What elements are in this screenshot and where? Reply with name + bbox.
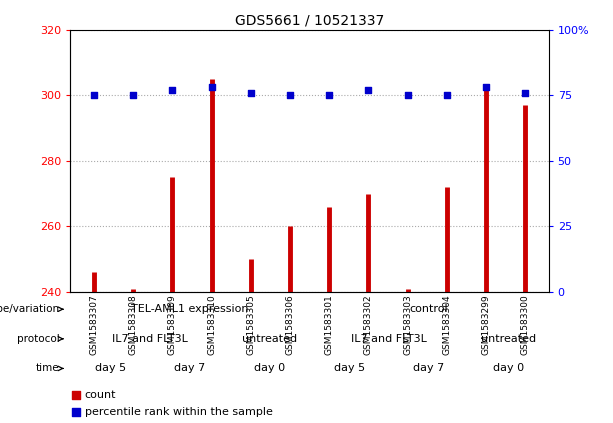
- Point: [285, 92, 295, 99]
- Point: [403, 92, 413, 99]
- Point: [207, 84, 216, 91]
- Text: day 5: day 5: [334, 363, 365, 374]
- Point: [71, 392, 81, 398]
- Text: IL7 and FLT3L: IL7 and FLT3L: [112, 334, 188, 344]
- Text: day 0: day 0: [493, 363, 524, 374]
- Point: [246, 89, 256, 96]
- Text: untreated: untreated: [242, 334, 297, 344]
- Text: control: control: [409, 304, 449, 314]
- Text: TEL-AML1 expression: TEL-AML1 expression: [131, 304, 249, 314]
- Point: [89, 92, 99, 99]
- Point: [128, 92, 138, 99]
- Point: [167, 87, 177, 93]
- Point: [442, 92, 452, 99]
- Text: day 7: day 7: [414, 363, 444, 374]
- Text: day 5: day 5: [95, 363, 126, 374]
- Text: genotype/variation: genotype/variation: [0, 304, 59, 314]
- Text: day 7: day 7: [175, 363, 205, 374]
- Text: percentile rank within the sample: percentile rank within the sample: [85, 407, 273, 418]
- Title: GDS5661 / 10521337: GDS5661 / 10521337: [235, 13, 384, 27]
- Text: day 0: day 0: [254, 363, 285, 374]
- Text: IL7 and FLT3L: IL7 and FLT3L: [351, 334, 427, 344]
- Text: count: count: [85, 390, 116, 400]
- Point: [481, 84, 491, 91]
- Text: time: time: [36, 363, 59, 374]
- Text: untreated: untreated: [481, 334, 536, 344]
- Point: [364, 87, 373, 93]
- Point: [71, 409, 81, 416]
- Text: protocol: protocol: [17, 334, 59, 344]
- Point: [324, 92, 334, 99]
- Point: [520, 89, 530, 96]
